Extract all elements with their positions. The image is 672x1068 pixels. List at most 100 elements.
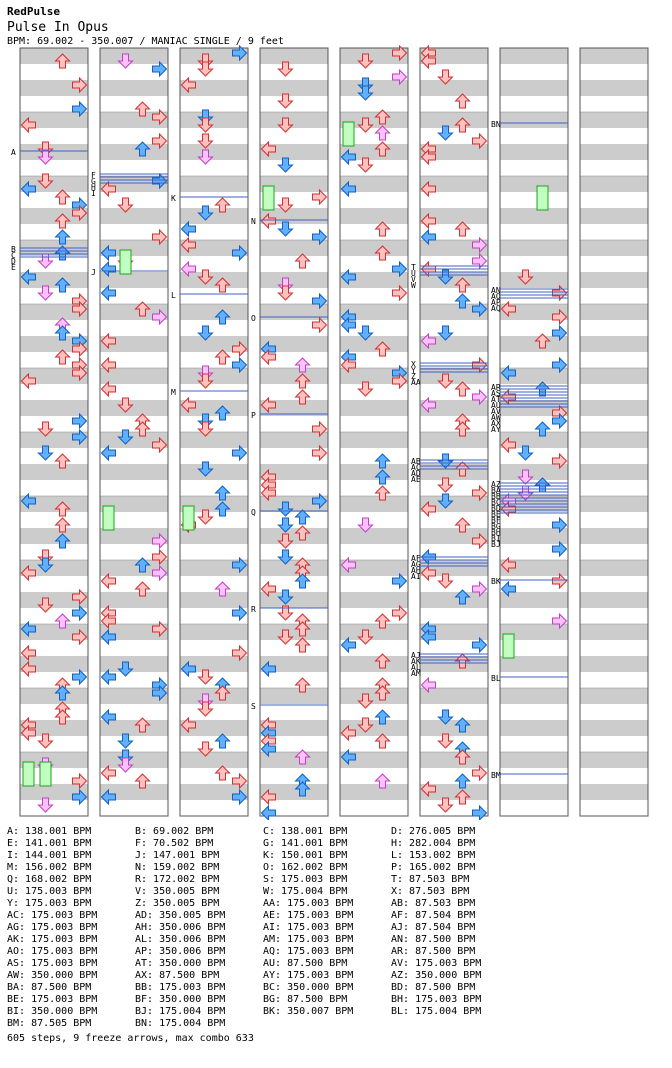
step-arrow [214,277,231,293]
step-arrow [260,140,276,158]
bpm-marker-label: AD [411,469,421,478]
step-arrow [552,540,568,558]
beat-stripe [580,368,648,384]
bpm-marker-label: BA [491,486,501,495]
bpm-marker-label: J [91,268,96,277]
step-arrow [374,653,391,669]
step-arrow [340,724,356,742]
step-arrow [472,236,488,254]
step-arrow [340,180,356,198]
step-arrow [374,453,391,469]
bpm-entry: H: 282.004 BPM [391,838,476,849]
step-arrow [260,788,276,806]
beat-stripe [580,496,648,512]
beat-stripe [580,208,648,224]
step-arrow [232,644,248,662]
beat-stripe [340,464,408,480]
step-arrow [134,101,151,117]
step-arrow [534,477,551,493]
step-arrow [277,549,294,565]
bpm-marker-label: F [91,171,96,180]
beat-stripe [580,240,648,256]
beat-stripe [420,336,488,352]
beat-stripe [580,560,648,576]
step-arrow [534,333,551,349]
step-arrow [117,53,134,69]
beat-stripe [100,400,168,416]
beat-stripe [100,496,168,512]
step-arrow [472,484,488,502]
bpm-marker-label: AX [491,419,501,428]
beat-stripe [20,592,88,608]
beat-stripe [340,528,408,544]
step-arrow [312,292,328,310]
step-arrow [357,381,374,397]
chart-column [19,47,89,817]
chart-info: BPM: 69.002 - 350.007 / MANIAC SINGLE / … [7,36,284,47]
bpm-entry: BE: 175.003 BPM [7,994,98,1005]
step-arrow [472,580,488,598]
bpm-marker-label: Q [251,508,256,517]
step-arrow [214,197,231,213]
step-arrow [20,268,36,286]
bpm-entry: R: 172.002 BPM [135,874,220,885]
bpm-entry: AE: 175.003 BPM [263,910,354,921]
bpm-entry: AW: 350.000 BPM [7,970,98,981]
step-arrow [454,517,471,533]
beat-stripe [340,720,408,736]
beat-stripe [180,272,248,288]
step-arrow [214,765,231,781]
step-arrow [454,221,471,237]
beat-stripe [260,80,328,96]
bpm-marker-label: L [171,291,176,300]
step-arrow [72,772,88,790]
bpm-marker: A [11,148,88,157]
beat-stripe [580,688,648,704]
step-arrow [312,228,328,246]
step-arrow [117,429,134,445]
step-arrow [374,141,391,157]
beat-stripe [340,432,408,448]
bpm-entry: AR: 87.500 BPM [391,946,476,957]
bpm-marker-label: AY [491,425,501,434]
step-arrow [294,509,311,525]
bpm-entry: AH: 350.006 BPM [135,922,226,933]
bpm-marker: O [251,314,328,323]
bpm-marker: N [251,217,328,226]
step-arrow [37,557,54,573]
bpm-entry: AI: 175.003 BPM [263,922,354,933]
step-arrow [260,660,276,678]
step-arrow [472,532,488,550]
beat-stripe [420,48,488,64]
step-arrow [392,284,408,302]
step-arrow [472,764,488,782]
step-arrow [392,44,408,62]
step-arrow [500,364,516,382]
step-arrow [420,780,436,798]
step-arrow [260,396,276,414]
step-arrow [437,269,454,285]
step-arrow [517,445,534,461]
beat-stripe [180,432,248,448]
beat-stripe [260,720,328,736]
bpm-marker-label: BN [491,120,501,129]
bpm-entry: AA: 175.003 BPM [263,898,354,909]
step-arrow [232,340,248,358]
beat-stripe [340,784,408,800]
bpm-marker-label: O [251,314,256,323]
step-arrow [37,445,54,461]
beat-stripe [100,208,168,224]
step-arrow [20,724,36,742]
step-arrow [180,220,196,238]
step-arrow [100,380,116,398]
beat-stripe [500,464,568,480]
step-arrow [277,117,294,133]
step-arrow [20,492,36,510]
step-arrow [54,709,71,725]
bpm-marker: L [171,291,248,300]
step-arrow [277,93,294,109]
step-arrow [552,308,568,326]
beat-stripe [100,368,168,384]
beat-stripe [100,48,168,64]
